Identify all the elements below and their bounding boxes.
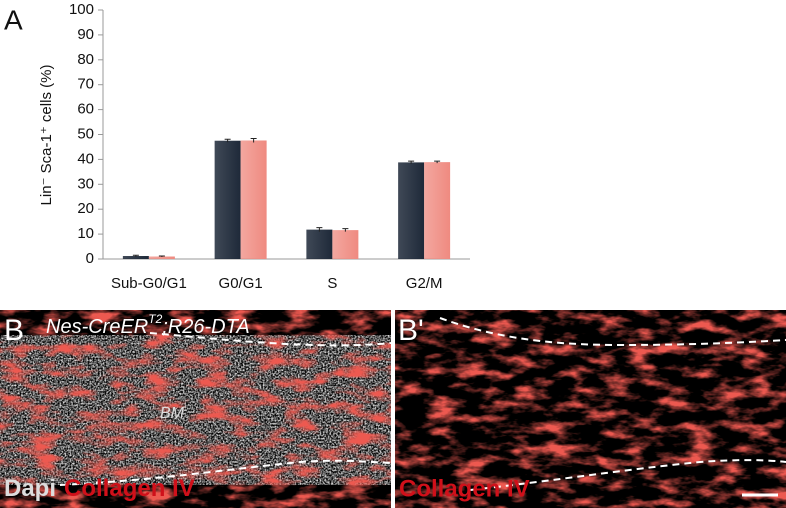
x-tick-label: G0/G1 (219, 275, 263, 292)
error-bar (250, 137, 257, 143)
y-tick-label: 90 (77, 26, 94, 43)
bar (148, 256, 175, 259)
y-tick-label: 60 (77, 101, 94, 118)
x-tick-label: Sub-G0/G1 (111, 275, 187, 292)
y-tick-label: 0 (86, 250, 94, 267)
y-tick-label: 70 (77, 76, 94, 93)
error-bar (342, 228, 349, 232)
panel-label: B (4, 314, 24, 347)
panel-b (0, 310, 391, 508)
error-bar (158, 255, 165, 258)
panel-b-prime (395, 310, 786, 508)
stain-label: Collagen IV (399, 475, 530, 502)
y-tick-label: 10 (77, 225, 94, 242)
bar (240, 140, 267, 259)
collagen-signal (0, 310, 391, 508)
genotype-label: Nes-CreERT2;R26-DTA (46, 312, 250, 338)
error-bar (132, 254, 139, 257)
boundary-line (149, 332, 391, 347)
bar (424, 162, 451, 259)
error-bar (316, 227, 323, 232)
boundary-line (469, 459, 786, 491)
bar (398, 162, 425, 259)
y-tick-label: 50 (77, 125, 94, 142)
y-tick-label: 30 (77, 175, 94, 192)
error-bar (224, 138, 231, 143)
genotype-part: Nes-CreER (46, 316, 148, 338)
stain-dapi: Dapi (4, 475, 56, 502)
stain-collagen: Collagen IV (64, 475, 195, 502)
genotype-superscript: T2 (148, 312, 162, 326)
panel-label: B' (398, 314, 424, 347)
bar (332, 230, 359, 259)
boundary-line (439, 317, 786, 347)
region-label: BM (160, 405, 185, 422)
y-tick-label: 40 (77, 150, 94, 167)
bar (214, 140, 241, 259)
error-bar (434, 160, 441, 164)
bar (122, 256, 149, 259)
x-tick-label: G2/M (406, 275, 443, 292)
y-axis-label: Lin⁻ Sca-1⁺ cells (%) (38, 65, 55, 206)
error-bar (408, 160, 415, 164)
bar (306, 229, 333, 259)
boundary-line (59, 459, 391, 486)
y-tick-label: 80 (77, 51, 94, 68)
genotype-part: ;R26-DTA (162, 316, 249, 338)
y-tick-label: 20 (77, 200, 94, 217)
x-tick-label: S (327, 275, 337, 292)
panel-label: A (4, 4, 23, 35)
stain-label: Dapi Collagen IV (4, 475, 195, 502)
y-tick-label: 100 (69, 1, 94, 18)
